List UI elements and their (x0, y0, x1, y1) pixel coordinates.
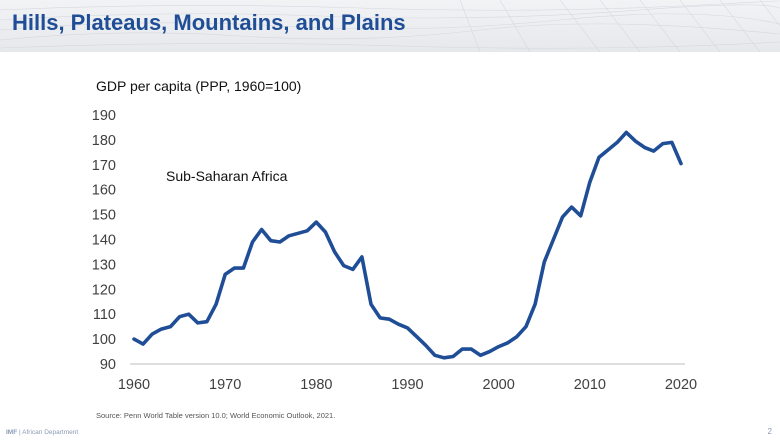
x-tick-label: 1980 (300, 377, 332, 393)
slide-header: Hills, Plateaus, Mountains, and Plains (0, 0, 780, 52)
y-tick-label: 170 (92, 158, 116, 174)
y-tick-label: 100 (92, 332, 116, 348)
x-tick-label: 2020 (665, 377, 697, 393)
y-tick-label: 160 (92, 183, 116, 199)
y-tick-label: 140 (92, 233, 116, 249)
header-texture (0, 0, 780, 52)
source-note: Source: Penn World Table version 10.0; W… (96, 411, 336, 420)
footer-separator: | (17, 429, 23, 436)
y-tick-label: 130 (92, 257, 116, 273)
y-tick-label: 150 (92, 208, 116, 224)
x-tick-label: 1990 (391, 377, 423, 393)
page-number: 2 (767, 427, 772, 436)
series-line-sub-saharan-africa (132, 130, 683, 360)
footer-department: African Department (22, 429, 79, 436)
x-axis-ticks: 1960 1970 1980 1990 2000 2010 2020 (118, 377, 697, 393)
footer-org: IMF | African Department (6, 429, 78, 436)
footer-org-name: IMF (6, 429, 18, 436)
y-axis-label: GDP per capita (PPP, 1960=100) (96, 78, 301, 94)
series-annotation: Sub-Saharan Africa (166, 168, 288, 184)
x-tick-label: 1970 (209, 377, 241, 393)
slide-title: Hills, Plateaus, Mountains, and Plains (12, 10, 406, 35)
y-tick-label: 90 (100, 357, 116, 373)
x-tick-label: 2010 (574, 377, 606, 393)
y-tick-label: 120 (92, 282, 116, 298)
y-tick-label: 110 (93, 307, 116, 323)
y-tick-label: 190 (92, 108, 116, 124)
y-tick-label: 180 (92, 133, 116, 149)
x-tick-label: 2000 (483, 377, 515, 393)
y-axis-ticks: 90 100 110 120 130 140 150 160 170 180 190 (92, 108, 116, 373)
x-tick-label: 1960 (118, 377, 150, 393)
line-chart: GDP per capita (PPP, 1960=100) 90 100 110 1… (92, 78, 697, 393)
